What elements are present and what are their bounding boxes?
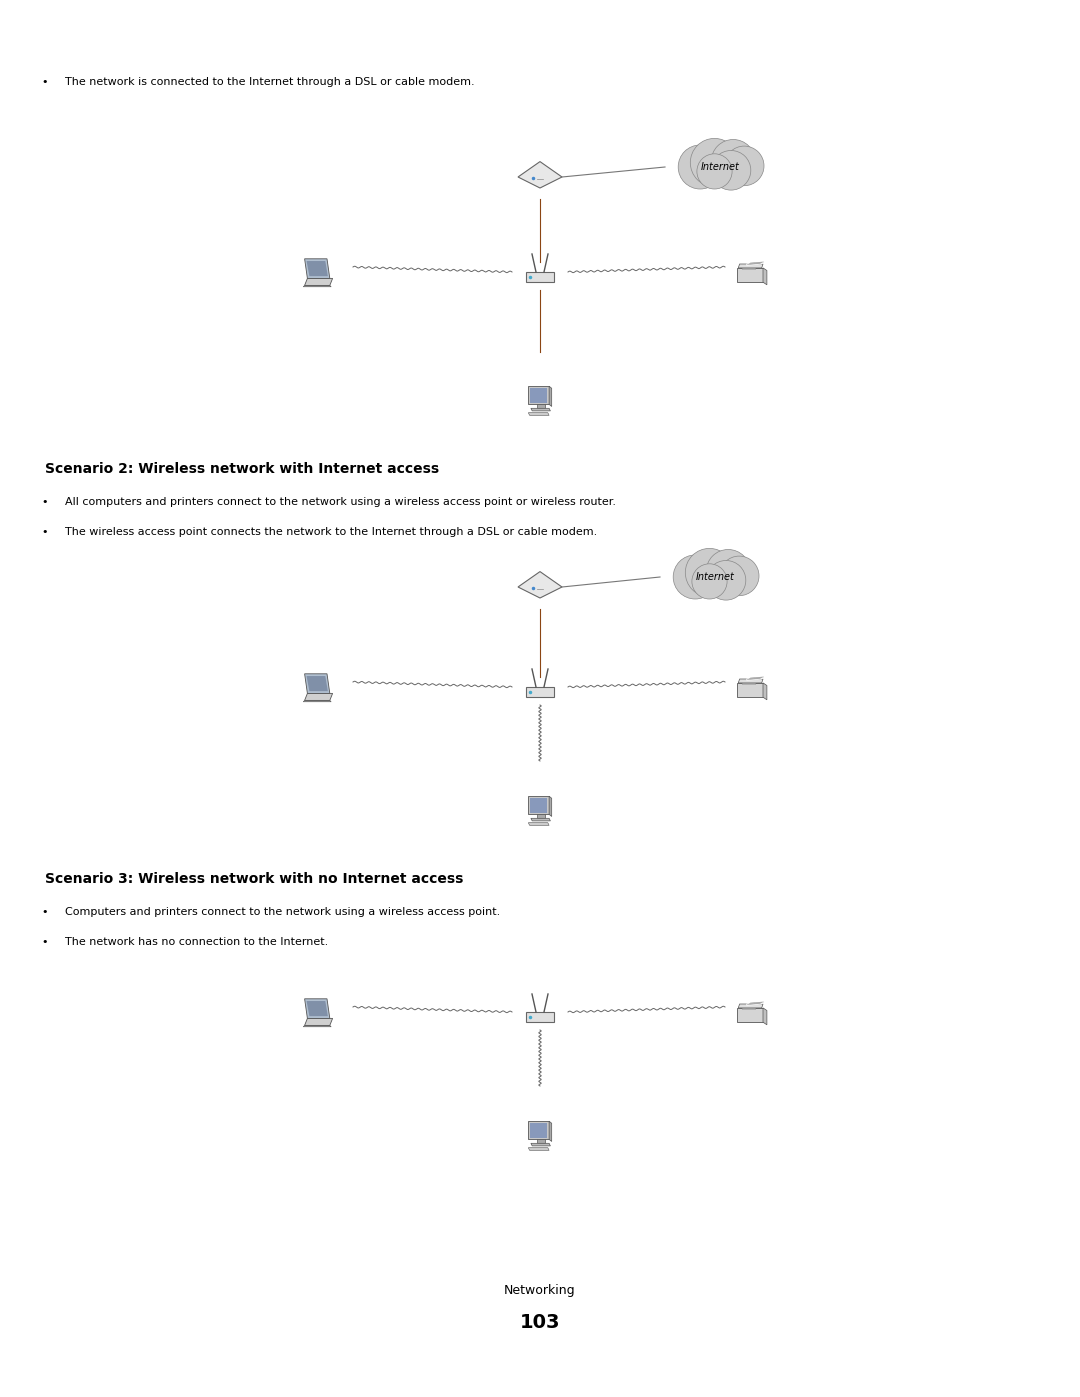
Polygon shape — [737, 1007, 762, 1023]
Polygon shape — [528, 823, 549, 826]
Polygon shape — [305, 258, 329, 278]
Circle shape — [673, 555, 717, 599]
Text: Internet: Internet — [701, 162, 740, 172]
Polygon shape — [739, 264, 762, 268]
Polygon shape — [737, 268, 762, 282]
Circle shape — [712, 140, 755, 183]
Polygon shape — [549, 796, 552, 816]
Polygon shape — [528, 412, 549, 415]
Bar — [538, 1140, 545, 1143]
Circle shape — [706, 549, 751, 594]
Polygon shape — [530, 388, 548, 402]
Bar — [538, 404, 545, 408]
Bar — [538, 814, 545, 819]
Text: •: • — [42, 907, 49, 916]
Text: The wireless access point connects the network to the Internet through a DSL or : The wireless access point connects the n… — [65, 527, 597, 536]
Polygon shape — [762, 1007, 767, 1025]
Polygon shape — [549, 1122, 552, 1141]
Polygon shape — [762, 683, 767, 700]
Bar — [526, 272, 554, 282]
Polygon shape — [303, 285, 332, 286]
Text: Scenario 2: Wireless network with Internet access: Scenario 2: Wireless network with Intern… — [45, 462, 440, 476]
Polygon shape — [305, 673, 329, 693]
Polygon shape — [739, 679, 762, 683]
Polygon shape — [531, 1143, 551, 1146]
Polygon shape — [530, 798, 548, 813]
Polygon shape — [762, 268, 767, 285]
Text: Networking: Networking — [504, 1284, 576, 1296]
Text: The network has no connection to the Internet.: The network has no connection to the Int… — [65, 937, 328, 947]
Circle shape — [678, 145, 723, 189]
Polygon shape — [305, 999, 329, 1018]
Text: Internet: Internet — [696, 571, 734, 583]
Text: •: • — [42, 77, 49, 87]
Circle shape — [690, 138, 739, 187]
Circle shape — [706, 560, 746, 601]
Polygon shape — [530, 1123, 548, 1137]
Text: •: • — [42, 937, 49, 947]
Polygon shape — [528, 386, 549, 404]
Polygon shape — [307, 261, 328, 277]
Text: 103: 103 — [519, 1313, 561, 1331]
Text: •: • — [42, 497, 49, 507]
Text: Scenario 3: Wireless network with no Internet access: Scenario 3: Wireless network with no Int… — [45, 872, 463, 886]
Polygon shape — [303, 1025, 332, 1027]
Polygon shape — [531, 819, 551, 821]
Polygon shape — [518, 162, 562, 189]
Text: All computers and printers connect to the network using a wireless access point : All computers and printers connect to th… — [65, 497, 616, 507]
Polygon shape — [528, 796, 549, 814]
Polygon shape — [518, 571, 562, 598]
Circle shape — [686, 549, 733, 597]
Polygon shape — [531, 408, 551, 411]
Circle shape — [692, 564, 727, 599]
Circle shape — [712, 151, 751, 190]
Polygon shape — [737, 683, 762, 697]
Polygon shape — [528, 1148, 549, 1150]
Polygon shape — [307, 676, 328, 692]
Polygon shape — [528, 1122, 549, 1140]
Polygon shape — [305, 1018, 333, 1025]
Text: The network is connected to the Internet through a DSL or cable modem.: The network is connected to the Internet… — [65, 77, 474, 87]
Circle shape — [697, 154, 732, 189]
Polygon shape — [303, 700, 332, 701]
Polygon shape — [305, 693, 333, 700]
Bar — [526, 1011, 554, 1023]
Polygon shape — [549, 386, 552, 407]
Text: Computers and printers connect to the network using a wireless access point.: Computers and printers connect to the ne… — [65, 907, 500, 916]
Polygon shape — [305, 278, 333, 285]
Polygon shape — [307, 1002, 328, 1016]
Circle shape — [725, 147, 764, 186]
Text: •: • — [42, 527, 49, 536]
Circle shape — [719, 556, 759, 595]
Polygon shape — [739, 1004, 762, 1007]
Bar — [526, 687, 554, 697]
